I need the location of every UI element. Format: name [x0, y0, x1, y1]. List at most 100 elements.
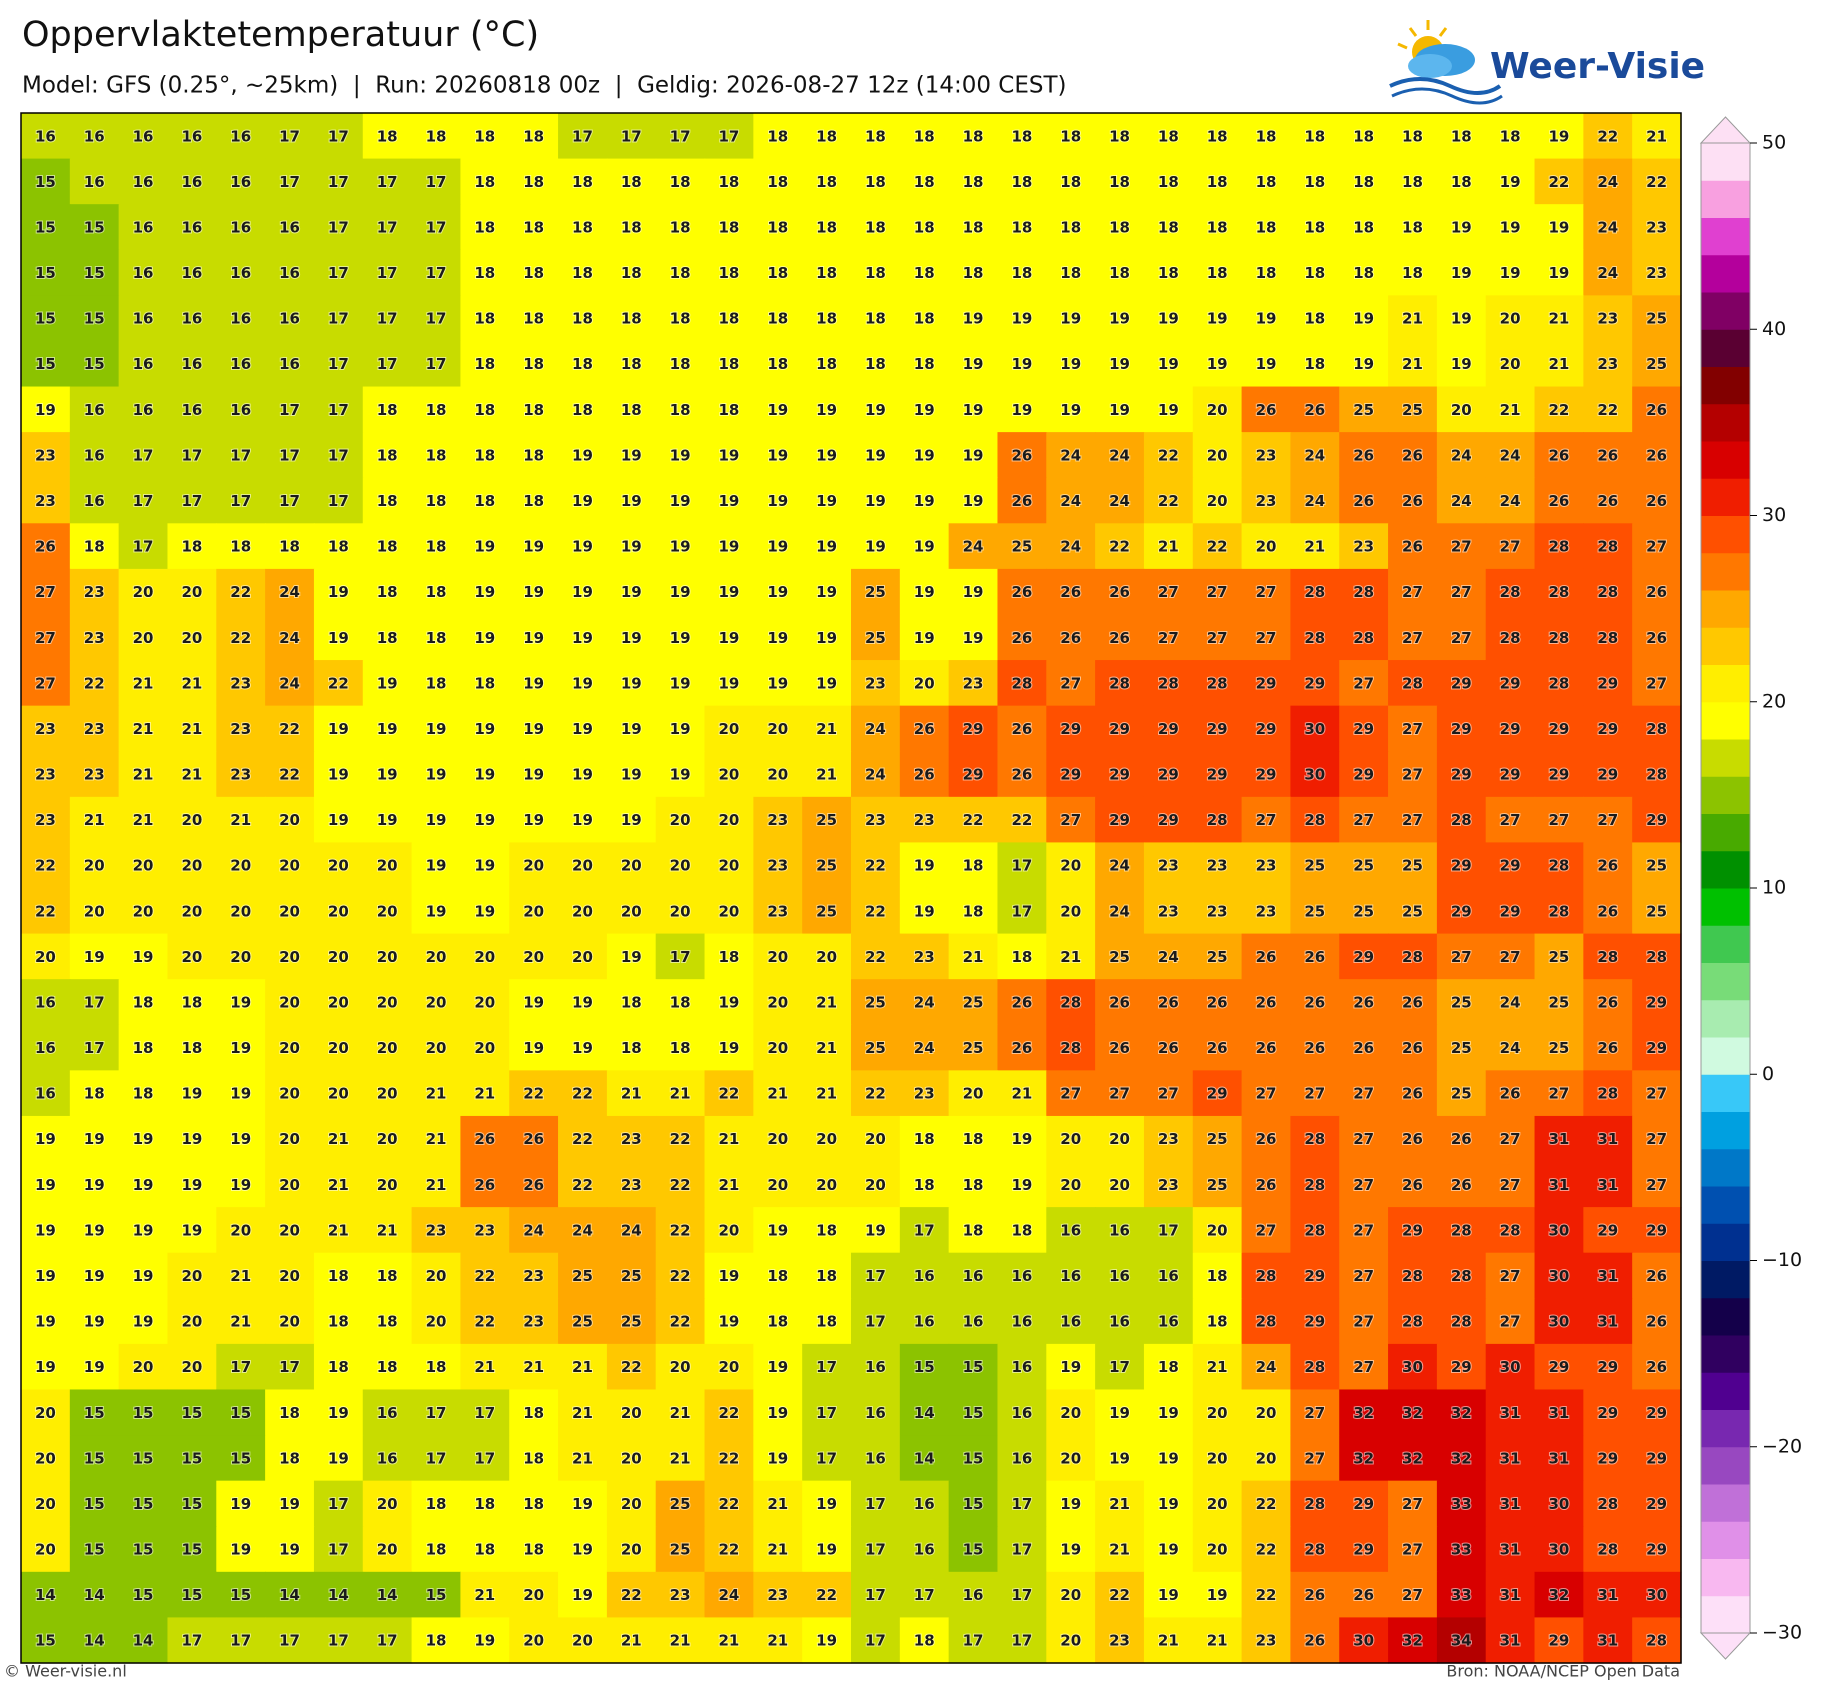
temperature-cell [1436, 660, 1487, 707]
temperature-value: 17 [816, 1404, 837, 1422]
temperature-cell [167, 249, 217, 296]
temperature-value: 18 [523, 127, 544, 145]
temperature-cell [1290, 660, 1340, 707]
colorbar-bin [1701, 292, 1750, 330]
temperature-cell [1534, 204, 1584, 251]
temperature-value: 19 [865, 538, 886, 556]
temperature-value: 16 [865, 1449, 886, 1467]
temperature-cell [69, 888, 120, 935]
temperature-cell [1046, 340, 1096, 388]
colorbar-bin [1701, 217, 1750, 256]
colorbar-tick-label: −20 [1762, 1435, 1802, 1457]
temperature-value: 26 [1549, 446, 1570, 464]
temperature-value: 19 [963, 583, 984, 601]
temperature-cell [167, 204, 217, 251]
temperature-value: 29 [1597, 674, 1618, 692]
temperature-value: 18 [767, 1267, 788, 1285]
temperature-value: 29 [1549, 1632, 1570, 1650]
temperature-cell [265, 1252, 315, 1299]
temperature-cell [1485, 249, 1536, 296]
temperature-value: 16 [1011, 1267, 1032, 1285]
temperature-cell [655, 340, 706, 388]
temperature-cell [997, 1526, 1047, 1573]
temperature-value: 21 [133, 811, 154, 829]
temperature-value: 15 [35, 310, 56, 328]
temperature-cell [460, 1571, 510, 1619]
temperature-value: 17 [279, 492, 300, 510]
temperature-value: 25 [1353, 857, 1374, 875]
temperature-cell [948, 340, 999, 388]
temperature-cell [21, 1435, 71, 1482]
temperature-cell [1339, 158, 1389, 205]
temperature-value: 23 [84, 629, 105, 647]
temperature-value: 27 [1256, 1221, 1277, 1239]
temperature-cell [1143, 249, 1194, 296]
colorbar-tick-label: −10 [1762, 1249, 1802, 1271]
temperature-cell [1388, 1252, 1438, 1299]
temperature-cell [802, 1617, 852, 1664]
temperature-value: 27 [1304, 1085, 1325, 1103]
temperature-value: 28 [1646, 720, 1667, 738]
temperature-value: 23 [1207, 902, 1228, 920]
temperature-cell [411, 796, 462, 844]
temperature-value: 29 [1451, 902, 1472, 920]
temperature-value: 26 [1597, 902, 1618, 920]
temperature-value: 25 [1109, 948, 1130, 966]
temperature-cell [21, 1343, 71, 1391]
temperature-cell [704, 1252, 754, 1299]
temperature-value: 18 [670, 355, 691, 373]
temperature-cell [802, 386, 852, 433]
temperature-value: 18 [1158, 218, 1179, 236]
temperature-value: 22 [1207, 538, 1228, 556]
temperature-cell [948, 888, 999, 935]
temperature-value: 18 [816, 218, 837, 236]
temperature-value: 22 [474, 1267, 495, 1285]
temperature-cell [216, 705, 266, 752]
temperature-value: 19 [572, 538, 593, 556]
temperature-value: 19 [230, 1130, 251, 1148]
temperature-cell [948, 477, 999, 524]
temperature-value: 18 [1353, 218, 1374, 236]
temperature-cell [948, 386, 999, 433]
temperature-value: 19 [523, 766, 544, 784]
temperature-value: 25 [1353, 902, 1374, 920]
temperature-value: 27 [1353, 674, 1374, 692]
temperature-value: 25 [1011, 538, 1032, 556]
temperature-value: 17 [328, 127, 349, 145]
temperature-cell [167, 751, 217, 798]
temperature-cell [1046, 979, 1096, 1026]
temperature-cell [948, 1207, 999, 1254]
temperature-value: 26 [1011, 446, 1032, 464]
temperature-cell [655, 1617, 706, 1664]
temperature-cell [753, 614, 803, 661]
temperature-cell [1339, 1252, 1389, 1299]
temperature-value: 14 [279, 1586, 300, 1604]
temperature-cell [1241, 751, 1292, 798]
temperature-value: 27 [1646, 1130, 1667, 1148]
temperature-value: 19 [426, 857, 447, 875]
temperature-value: 26 [1597, 1039, 1618, 1057]
temperature-cell [1583, 1480, 1633, 1527]
temperature-cell [997, 1024, 1047, 1071]
temperature-value: 26 [1353, 446, 1374, 464]
temperature-value: 16 [1060, 1267, 1081, 1285]
temperature-cell [313, 340, 364, 388]
temperature-cell [802, 1115, 852, 1163]
temperature-cell [558, 340, 608, 388]
temperature-cell [1241, 1161, 1292, 1208]
temperature-cell [1485, 1389, 1536, 1436]
temperature-cell [167, 1526, 217, 1573]
temperature-value: 20 [767, 1039, 788, 1057]
temperature-value: 19 [328, 583, 349, 601]
temperature-cell [1388, 295, 1438, 342]
temperature-value: 16 [35, 1039, 56, 1057]
temperature-value: 27 [1549, 811, 1570, 829]
temperature-value: 29 [1549, 766, 1570, 784]
temperature-cell [1095, 1435, 1145, 1482]
temperature-value: 29 [1549, 1358, 1570, 1376]
temperature-value: 31 [1500, 1495, 1521, 1513]
temperature-cell [1192, 295, 1243, 342]
temperature-cell [216, 1207, 266, 1254]
temperature-value: 18 [523, 492, 544, 510]
temperature-cell [997, 933, 1047, 980]
